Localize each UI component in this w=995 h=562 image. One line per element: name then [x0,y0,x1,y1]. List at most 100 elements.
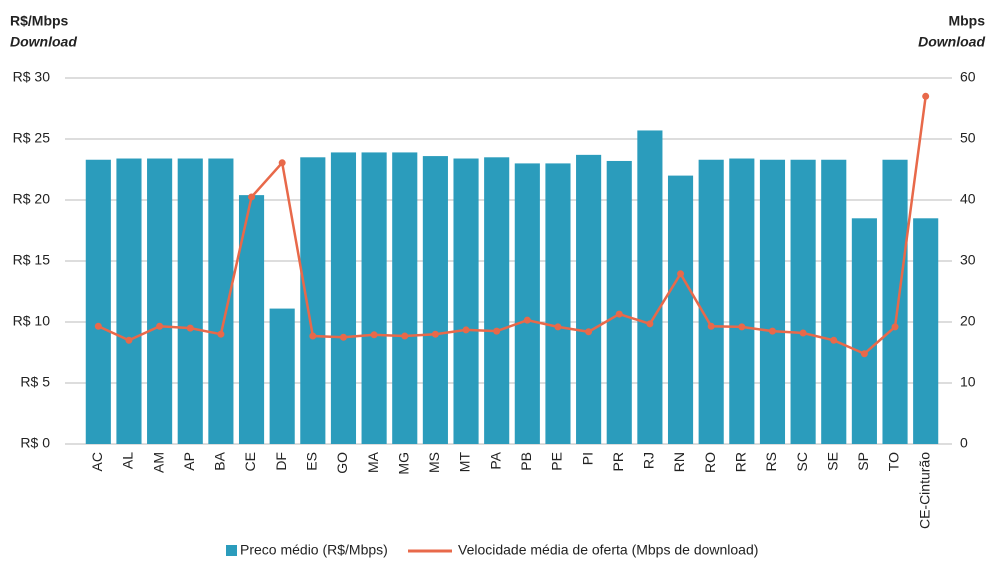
bar [698,159,724,445]
line-point [830,336,838,344]
x-tick-label: BA [212,451,228,470]
bar [453,158,479,444]
x-tick-label: SP [855,452,871,471]
y2-tick-label: 60 [960,69,976,85]
line-point [615,310,623,318]
x-tick-label: CE [242,452,258,471]
y-axis-title: R$/Mbps [10,13,69,29]
x-tick-label: MA [365,451,381,473]
bar [759,159,786,445]
y2-tick-label: 20 [960,313,976,329]
y-tick-label: R$ 15 [13,252,51,268]
x-tick-label: AC [89,452,105,471]
y2-tick-label: 50 [960,130,976,146]
x-tick-label: PR [610,452,626,471]
line-point [462,326,470,334]
line-point [431,330,439,338]
line-point [860,350,868,358]
x-tick-label: PB [518,452,534,471]
y2-tick-label: 0 [960,435,968,451]
bar [484,157,510,445]
bar [269,308,295,444]
line-point [585,328,593,336]
line-point [738,323,746,331]
x-tick-label: MS [426,452,442,473]
y-tick-label: R$ 5 [20,374,50,390]
y2-tick-label: 40 [960,191,976,207]
line-point [248,193,256,201]
bar [422,156,448,444]
bar [116,158,142,444]
bar [514,163,540,444]
line-point [523,316,531,324]
bar [85,159,111,445]
line-point [309,332,317,340]
bar [177,158,203,444]
x-tick-label: RN [671,452,687,472]
line-point [370,331,378,339]
x-tick-label: AM [150,452,166,473]
legend-label: Velocidade média de oferta (Mbps de down… [458,542,758,558]
legend-swatch [226,545,237,556]
y-tick-label: R$ 10 [13,313,51,329]
line-point [799,329,807,337]
y2-axis-title: Mbps [948,13,985,29]
bar [147,158,173,444]
bar [330,152,357,445]
line-point [339,333,347,341]
y-tick-label: R$ 20 [13,191,51,207]
x-tick-label: PI [579,452,595,465]
line-point [278,159,286,167]
x-tick-label: ES [304,452,320,471]
bar [667,175,694,444]
y-tick-label: R$ 0 [20,435,50,451]
y2-tick-label: 10 [960,374,976,390]
bar [913,218,939,444]
x-tick-label: RJ [641,452,657,469]
line-point [677,270,685,278]
x-tick-label: AL [120,452,136,469]
bar [300,157,326,445]
x-tick-label: MT [457,452,473,473]
line-point [156,322,164,330]
bar [208,158,234,444]
bar [882,159,908,445]
y-tick-label: R$ 30 [13,69,51,85]
bar [821,159,847,445]
line [97,96,927,356]
y2-tick-label: 30 [960,252,976,268]
line-point [186,324,194,332]
bar [637,130,663,444]
line-point [922,92,930,100]
x-tick-label: SC [794,452,810,471]
line-point [646,320,654,328]
y-tick-label: R$ 25 [13,130,51,146]
bar [361,152,387,445]
bar [851,218,877,444]
bar [392,152,418,445]
x-tick-label: RR [733,452,749,472]
x-tick-label: PA [487,451,503,469]
x-tick-label: SE [824,452,840,471]
x-tick-label: DF [273,452,289,471]
x-tick-label: RO [702,452,718,473]
line-point [891,323,899,331]
bar [545,163,571,444]
y2-axis-title: Download [918,34,985,50]
bar [729,158,755,444]
line-point [401,332,409,340]
x-tick-label: RS [763,452,779,471]
line-point [768,327,776,335]
x-tick-label: TO [886,452,902,471]
line-point [554,323,562,331]
line-point [707,322,715,330]
line-point [493,327,501,335]
y-axis-title: Download [10,34,77,50]
x-tick-label: CE-Cinturão [916,452,932,529]
line-point [125,336,133,344]
bar [790,159,816,445]
x-tick-label: GO [334,452,350,474]
line-point [217,330,225,338]
bar [576,154,602,445]
